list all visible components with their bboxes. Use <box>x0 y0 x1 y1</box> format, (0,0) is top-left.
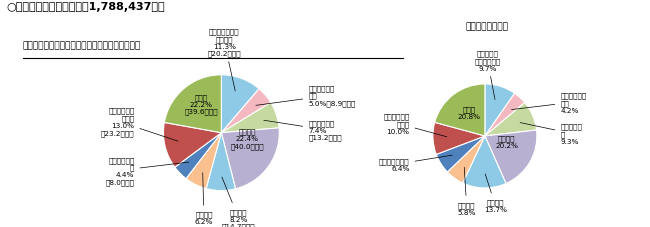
Text: 筋骨格系・結
合組織
10.0%: 筋骨格系・結 合組織 10.0% <box>384 113 447 137</box>
Text: 内分泌・栄
養・代謝疾患
9.7%: 内分泌・栄 養・代謝疾患 9.7% <box>474 51 500 100</box>
Text: 精神・行動の
障害
4.2%: 精神・行動の 障害 4.2% <box>512 92 586 113</box>
Text: ○入院外（レセプト総数：1,788,437件）: ○入院外（レセプト総数：1,788,437件） <box>6 2 165 12</box>
Wedge shape <box>433 123 485 155</box>
Wedge shape <box>175 133 222 179</box>
Text: 精神・行動の
障害
5.0%（8.9万件）: 精神・行動の 障害 5.0%（8.9万件） <box>256 85 356 106</box>
Text: 消化器系
6.2%
（11.0万件）: 消化器系 6.2% （11.0万件） <box>187 173 221 227</box>
Text: 呼吸器系
13.7%: 呼吸器系 13.7% <box>484 174 507 212</box>
Text: その他
20.8%: その他 20.8% <box>458 106 481 120</box>
Text: 皮膚・皮下組織
6.4%: 皮膚・皮下組織 6.4% <box>379 155 452 172</box>
Text: 眼及び付属
器
9.3%: 眼及び付属 器 9.3% <box>520 123 582 144</box>
Wedge shape <box>435 85 485 136</box>
Wedge shape <box>447 136 485 183</box>
Wedge shape <box>163 123 222 168</box>
Wedge shape <box>463 136 506 188</box>
Text: 皮膚・皮下組
織
4.4%
（8.0万件）: 皮膚・皮下組 織 4.4% （8.0万件） <box>105 156 188 185</box>
Wedge shape <box>485 94 525 136</box>
Text: 内分泌・栄養・
代謝疾患
11.3%
（20.2万件）: 内分泌・栄養・ 代謝疾患 11.3% （20.2万件） <box>207 28 241 91</box>
Text: 消化器系
5.8%: 消化器系 5.8% <box>458 168 476 215</box>
Title: 【参考】医療保険: 【参考】医療保険 <box>466 22 509 31</box>
Wedge shape <box>222 128 280 189</box>
Wedge shape <box>485 131 537 184</box>
Wedge shape <box>206 133 235 191</box>
Text: 呼吸器系
8.2%
（14.7万件）: 呼吸器系 8.2% （14.7万件） <box>222 177 255 227</box>
Wedge shape <box>485 85 515 136</box>
Wedge shape <box>222 89 271 133</box>
Text: 眼及び付属器
7.4%
（13.2万件）: 眼及び付属器 7.4% （13.2万件） <box>264 120 342 141</box>
Text: 循環器系
22.4%
（40.0万件）: 循環器系 22.4% （40.0万件） <box>231 128 264 149</box>
Text: 筋骨格系・結
合組織
13.0%
（23.2万件）: 筋骨格系・結 合組織 13.0% （23.2万件） <box>101 107 178 142</box>
Wedge shape <box>222 103 279 133</box>
Wedge shape <box>436 136 485 172</box>
Text: 医療保険とほぼ同様の構成割合となっている。: 医療保険とほぼ同様の構成割合となっている。 <box>23 41 141 50</box>
Wedge shape <box>485 103 536 136</box>
Text: 循環器系
20.2%: 循環器系 20.2% <box>495 135 518 148</box>
Wedge shape <box>186 133 222 189</box>
Wedge shape <box>164 75 222 133</box>
Wedge shape <box>222 75 259 133</box>
Text: その他
22.2%
（39.6万件）: その他 22.2% （39.6万件） <box>185 94 218 115</box>
